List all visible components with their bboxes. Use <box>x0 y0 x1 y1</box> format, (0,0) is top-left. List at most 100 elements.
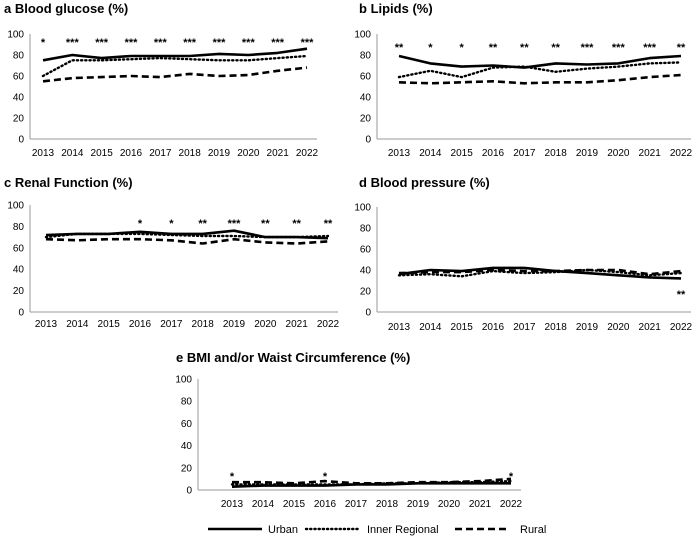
x-tick-label: 2015 <box>91 148 114 159</box>
panel-title-text: Blood pressure (%) <box>371 175 490 190</box>
y-tick-label: 20 <box>181 463 193 474</box>
x-tick-label: 2020 <box>607 148 630 159</box>
significance-marker: * <box>428 42 433 54</box>
panel-title-c: c Renal Function (%) <box>4 175 133 190</box>
x-tick-label: 2017 <box>149 148 172 159</box>
series-line-inner-regional <box>397 268 683 278</box>
series-line-urban <box>398 54 682 69</box>
panel-title-b: b Lipids (%) <box>359 1 433 16</box>
x-tick-label: 2020 <box>607 322 630 333</box>
panel-letter: a <box>4 1 15 16</box>
significance-marker: ** <box>677 289 686 301</box>
y-tick-label: 60 <box>13 72 25 83</box>
x-tick-label: 2022 <box>670 322 693 333</box>
x-tick-label: 2020 <box>237 148 260 159</box>
x-tick-label: 2016 <box>129 319 152 330</box>
x-tick-label: 2013 <box>221 499 244 510</box>
y-tick-label: 100 <box>175 375 192 386</box>
series-line-urban <box>45 229 329 240</box>
significance-marker: *** <box>612 42 626 54</box>
significance-marker: *** <box>125 37 139 49</box>
y-tick-label: 80 <box>13 222 25 233</box>
panel-c: c Renal Function (%) 0 20 40 60 80 100 2013 2014… <box>4 175 340 330</box>
y-tick-label: 0 <box>186 486 192 497</box>
panel-title-a: a Blood glucose (%) <box>4 1 128 16</box>
significance-marker: *** <box>66 37 80 49</box>
significance-marker: ** <box>292 218 301 230</box>
series-line-rural <box>42 66 308 83</box>
x-tick-label: 2017 <box>513 322 536 333</box>
x-tick-label: 2016 <box>314 499 337 510</box>
significance-marker: * <box>41 37 46 49</box>
legend-label: Rural <box>520 524 546 536</box>
x-tick-label: 2013 <box>388 322 411 333</box>
x-tick-label: 2013 <box>388 148 411 159</box>
x-tick-label: 2022 <box>500 499 523 510</box>
significance-marker: *** <box>154 37 168 49</box>
y-tick-label: 100 <box>354 30 371 41</box>
panel-e: e BMI and/or Waist Circumference (%) 0 20 4… <box>175 350 522 510</box>
x-tick-label: 2016 <box>120 148 143 159</box>
x-tick-label: 2014 <box>66 319 89 330</box>
x-tick-label: 2013 <box>32 148 55 159</box>
x-tick-label: 2015 <box>451 148 474 159</box>
significance-marker: *** <box>581 42 595 54</box>
panel-letter: b <box>359 1 371 16</box>
x-tick-label: 2019 <box>576 322 599 333</box>
x-tick-label: 2021 <box>469 499 492 510</box>
legend-label: Urban <box>268 524 298 536</box>
y-tick-label: 40 <box>13 93 25 104</box>
significance-marker: ** <box>261 218 270 230</box>
panel-title-text: Blood glucose (%) <box>15 1 128 16</box>
y-tick-label: 40 <box>181 441 193 452</box>
panel-a: a Blood glucose (%) 0 20 40 60 80 100 2013 2014 2… <box>4 1 319 159</box>
significance-marker: * <box>169 218 174 230</box>
significance-marker: *** <box>95 37 109 49</box>
panel-title-text: Renal Function (%) <box>15 175 133 190</box>
x-tick-label: 2015 <box>451 322 474 333</box>
significance-marker: * <box>138 218 143 230</box>
x-tick-label: 2013 <box>35 319 58 330</box>
x-tick-label: 2015 <box>98 319 121 330</box>
x-tick-label: 2014 <box>252 499 275 510</box>
significance-marker: *** <box>213 37 227 49</box>
x-tick-label: 2019 <box>407 499 430 510</box>
x-tick-label: 2016 <box>482 148 505 159</box>
significance-marker: *** <box>183 37 197 49</box>
x-tick-label: 2018 <box>545 322 568 333</box>
panel-title-e: e BMI and/or Waist Circumference (%) <box>176 350 410 365</box>
x-tick-label: 2021 <box>639 148 662 159</box>
y-tick-label: 60 <box>13 243 25 254</box>
x-tick-label: 2016 <box>482 322 505 333</box>
series-line-inner-regional <box>397 61 683 79</box>
significance-marker: *** <box>228 218 242 230</box>
x-tick-label: 2018 <box>192 319 215 330</box>
x-tick-label: 2020 <box>254 319 277 330</box>
legend: Urban Inner Regional Rural <box>208 524 546 536</box>
panel-title-text: BMI and/or Waist Circumference (%) <box>187 350 410 365</box>
x-tick-label: 2022 <box>317 319 340 330</box>
significance-marker: * <box>460 42 465 54</box>
significance-marker: *** <box>301 37 315 49</box>
x-tick-label: 2017 <box>513 148 536 159</box>
y-tick-label: 0 <box>365 135 371 146</box>
y-tick-label: 0 <box>365 308 371 319</box>
panel-d: d Blood pressure (%) 0 20 40 60 80 100 2013 2014… <box>354 175 692 333</box>
y-tick-label: 100 <box>354 203 371 214</box>
significance-marker: *** <box>271 37 285 49</box>
panel-title-d: d Blood pressure (%) <box>359 175 490 190</box>
x-tick-label: 2014 <box>419 322 442 333</box>
y-tick-label: 100 <box>7 201 24 212</box>
significance-marker: * <box>509 471 514 483</box>
x-tick-label: 2019 <box>223 319 246 330</box>
y-tick-label: 100 <box>7 30 24 41</box>
x-tick-label: 2015 <box>283 499 306 510</box>
x-tick-label: 2021 <box>267 148 290 159</box>
y-tick-label: 80 <box>13 51 25 62</box>
x-tick-label: 2020 <box>438 499 461 510</box>
panel-letter: c <box>4 175 15 190</box>
significance-marker: ** <box>677 42 686 54</box>
x-tick-label: 2018 <box>545 148 568 159</box>
y-tick-label: 80 <box>181 397 193 408</box>
significance-marker: ** <box>198 218 207 230</box>
